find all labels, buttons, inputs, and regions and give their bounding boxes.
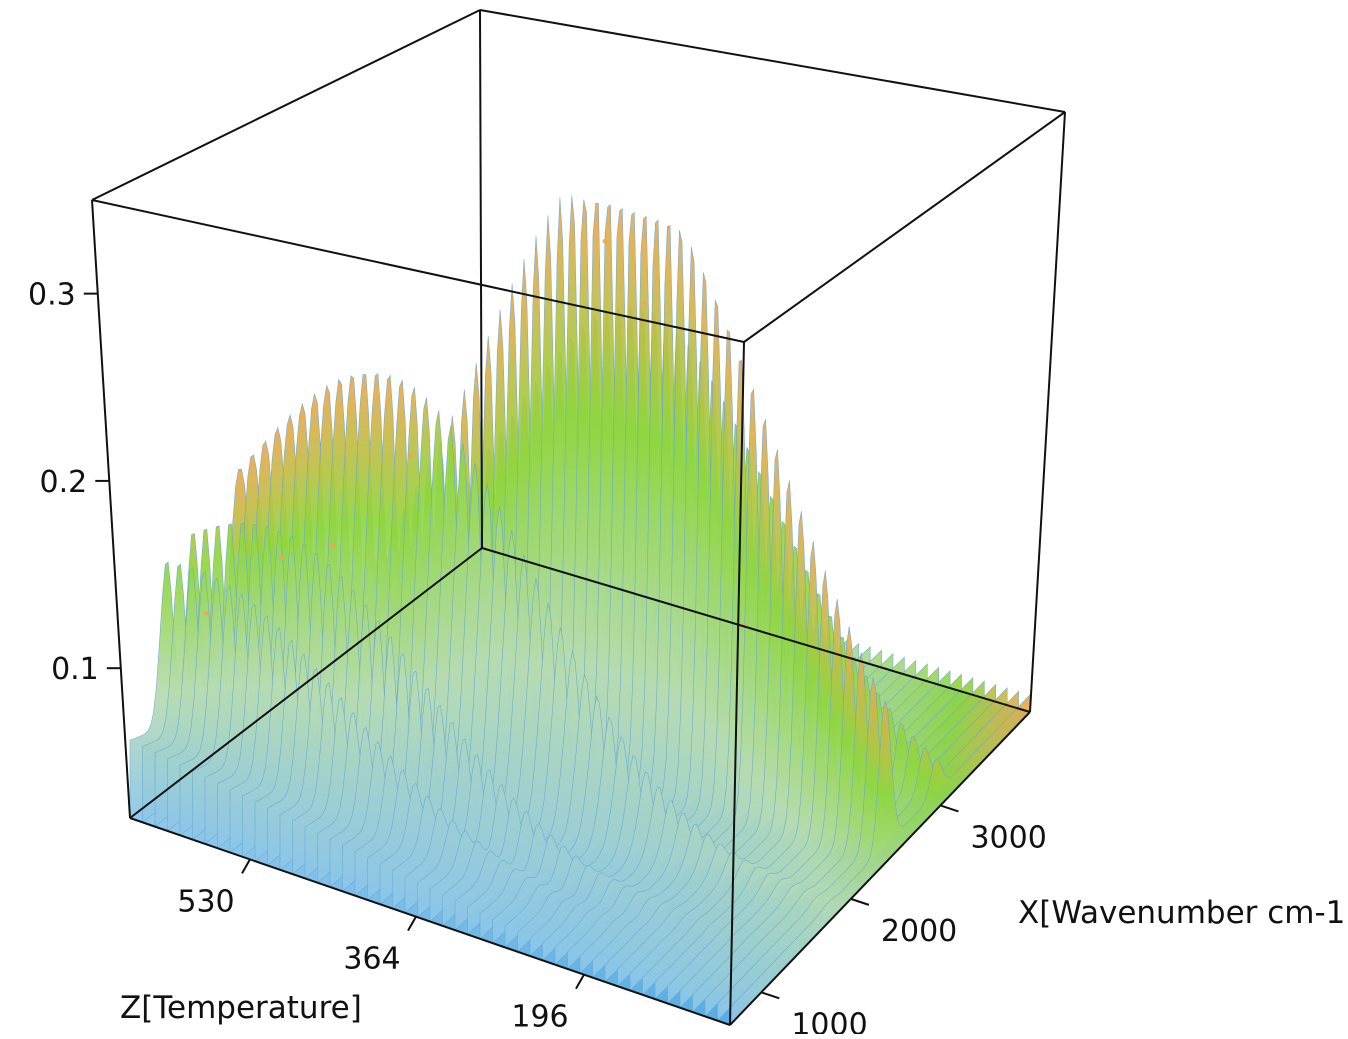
box-edge <box>479 9 483 549</box>
surface-layer <box>129 195 1031 1026</box>
bounding-box <box>91 9 1066 1026</box>
z-axis-title: Z[Temperature] <box>120 990 362 1026</box>
x-tick <box>761 991 780 1000</box>
box-edge <box>479 9 1066 113</box>
x-tick-label: 2000 <box>881 914 957 949</box>
box-edge <box>481 547 1031 713</box>
z-tick <box>407 916 417 932</box>
x-tick <box>850 897 870 906</box>
y-tick-label: 0.1 <box>51 652 99 687</box>
surface-slice <box>617 449 928 987</box>
x-tick-label: 3000 <box>970 820 1046 855</box>
surface-slice <box>729 693 1031 1026</box>
peak-mark <box>641 301 647 307</box>
z-tick-label: 364 <box>343 942 400 977</box>
box-edge <box>91 199 131 819</box>
peak-mark <box>408 453 414 459</box>
surface-slice <box>642 510 951 996</box>
box-edge <box>729 711 1031 1026</box>
y-tick-label: 0.2 <box>40 465 88 500</box>
surface-slice <box>717 677 1019 1022</box>
peak-mark <box>602 238 608 244</box>
x-tick <box>940 804 959 813</box>
surface-slice <box>667 570 974 1005</box>
box-edge <box>129 817 731 1026</box>
x-tick-label: 1000 <box>791 1007 867 1034</box>
z-tick-label: 196 <box>511 1000 568 1034</box>
peak-mark <box>203 610 209 616</box>
z-tick-label: 530 <box>177 884 234 919</box>
surface-slice <box>629 480 940 992</box>
box-edge <box>743 111 1066 343</box>
y-tick-label: 0.3 <box>28 278 76 313</box>
surface-slice <box>654 541 962 1000</box>
surface-slice <box>692 626 997 1013</box>
peak-mark <box>329 542 335 548</box>
box-edge <box>1029 111 1066 713</box>
x-axis-title: X[Wavenumber cm-1] <box>1018 895 1348 931</box>
box-edge <box>91 9 481 201</box>
z-tick <box>241 858 251 874</box>
box-edge <box>91 199 745 343</box>
z-tick <box>575 974 585 990</box>
box-edge <box>729 341 745 1026</box>
box-edge <box>129 547 483 819</box>
peak-mark <box>279 555 285 561</box>
